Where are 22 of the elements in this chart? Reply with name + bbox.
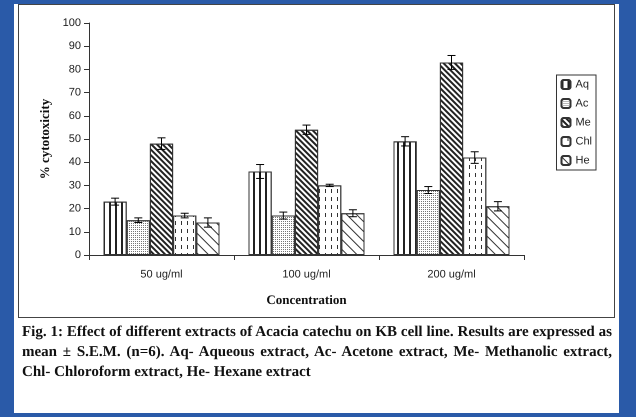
x-axis-title: Concentration — [266, 292, 348, 307]
y-tick-label: 40 — [68, 156, 81, 168]
y-tick-label: 20 — [68, 202, 81, 215]
x-tick-label: 50 ug/ml — [140, 268, 183, 280]
legend-label: He — [575, 154, 590, 166]
y-tick-label: 60 — [68, 110, 81, 122]
y-tick-label: 10 — [68, 226, 81, 238]
caption: Fig. 1: Effect of different extracts of Acacia catechu on KB cell line. Results are expressed as mean ± S.E.M. (n=6). Aq- Aqueous extract, Ac- Acetone extract, Me- Methanolic extract, Chl- Chloroform extract, He- Hexane extract — [22, 323, 612, 382]
y-tick-label: 90 — [68, 40, 81, 52]
y-tick-label: 50 — [68, 133, 81, 145]
y-tick-label: 30 — [68, 179, 81, 192]
legend-label: Aq — [575, 78, 589, 90]
x-tick-label: 200 ug/ml — [427, 268, 476, 280]
legend-label: Ac — [575, 98, 589, 110]
x-tick-label: 100 ug/ml — [282, 268, 331, 280]
y-tick-label: 70 — [68, 86, 81, 99]
y-tick-label: 100 — [62, 17, 81, 29]
y-tick-label: 80 — [68, 63, 81, 76]
legend-label: Chl — [575, 136, 592, 148]
y-axis-title: % cytotoxicity — [37, 98, 52, 180]
legend-label: Me — [575, 116, 591, 128]
y-tick-label: 0 — [74, 249, 81, 261]
